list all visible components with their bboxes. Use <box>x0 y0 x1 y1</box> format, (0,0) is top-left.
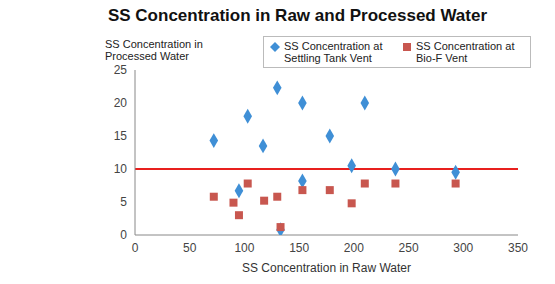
svg-text:100: 100 <box>234 241 254 255</box>
svg-text:10: 10 <box>114 162 128 176</box>
svg-text:5: 5 <box>120 195 127 209</box>
svg-text:150: 150 <box>289 241 309 255</box>
html-text:SS Concentration in Raw and Pr: SS Concentration in Raw and Processed Wa… <box>107 6 488 25</box>
svg-text:300: 300 <box>453 241 473 255</box>
svg-text:25: 25 <box>114 63 128 77</box>
html-text:SS Concentration in Raw Water: SS Concentration in Raw Water <box>242 261 411 275</box>
svg-text:200: 200 <box>344 241 364 255</box>
svg-text:0: 0 <box>132 241 139 255</box>
svg-text:0: 0 <box>120 228 127 242</box>
svg-text:15: 15 <box>114 129 128 143</box>
svg-text:350: 350 <box>508 241 528 255</box>
svg-text:50: 50 <box>183 241 197 255</box>
html-text:SS Concentration at Settling T: SS Concentration at Settling Tank Vent <box>284 40 383 64</box>
html-text:SS Concentration in Processed: SS Concentration in Processed Water <box>105 38 203 62</box>
svg-text:20: 20 <box>114 96 128 110</box>
svg-text:250: 250 <box>399 241 419 255</box>
html-text:SS Concentration at Bio-F Vent: SS Concentration at Bio-F Vent <box>416 40 515 64</box>
